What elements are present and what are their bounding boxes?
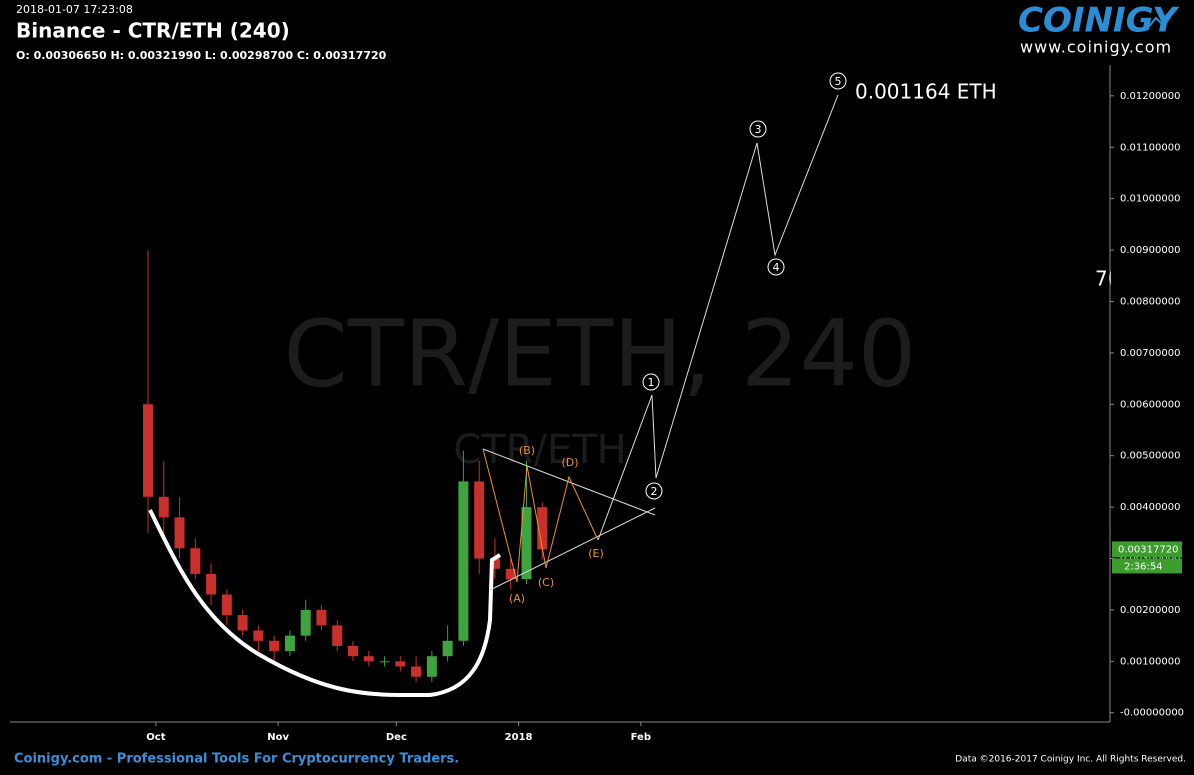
logo-graph (1145, 7, 1177, 31)
target-label: 0.001164 ETH (855, 80, 997, 104)
y-tick-label: 0.00200000 (1120, 605, 1180, 616)
abcde-wave (482, 448, 599, 583)
logo-brand: COINIGY (1018, 1, 1180, 41)
y-tick-label: -0.00000000 (1120, 708, 1184, 719)
y-tick-label: 0.01100000 (1120, 142, 1180, 153)
impulse-label: 3 (755, 123, 762, 136)
candle-body (426, 656, 437, 677)
candle-body (474, 481, 485, 559)
candle-body (442, 640, 453, 657)
wave-label: (E) (588, 547, 604, 560)
wave-label: (B) (519, 444, 535, 457)
y-tick-label: 0.00900000 (1120, 245, 1180, 256)
candle-body (284, 635, 295, 652)
candle-body (300, 609, 311, 636)
impulse-label: 4 (773, 261, 780, 274)
impulse-label: 2 (651, 485, 658, 498)
watermark-small: CTR/ETH (453, 427, 626, 473)
candle-body (537, 507, 548, 550)
candle-body (316, 609, 327, 626)
logo-url: www.coinigy.com (1020, 38, 1172, 57)
footer-left: Coinigy.com - Professional Tools For Cry… (14, 752, 459, 767)
y-tick-label: 0.00600000 (1120, 399, 1180, 410)
x-tick-label: Nov (267, 732, 289, 743)
candle-body (505, 568, 516, 580)
wave-label: (C) (538, 576, 554, 589)
y-tick-label: 0.00500000 (1120, 451, 1180, 462)
candle-body (190, 548, 201, 574)
price-tag-label: 0.00317720 (1118, 544, 1178, 555)
countdown: 2:36:54 (1124, 561, 1163, 572)
candle-body (253, 630, 264, 641)
marks (142, 250, 548, 682)
candle-body (142, 404, 153, 497)
candle-body (379, 661, 390, 663)
ohlc: O: 0.00306650 H: 0.00321990 L: 0.0029870… (16, 49, 387, 62)
countdown-bg (1112, 558, 1182, 574)
candle-body (237, 615, 248, 631)
candle-body (489, 558, 500, 569)
candle-body (395, 661, 406, 667)
watermark: CTR/ETH, 240 (284, 300, 917, 407)
y-tick-label: 0.00100000 (1120, 656, 1180, 667)
candle-body (332, 625, 343, 646)
wave-label: (A) (509, 592, 525, 605)
candle-body (221, 594, 232, 616)
x-tick-label: 2018 (505, 732, 533, 743)
y-tick-label: 0.01200000 (1120, 91, 1180, 102)
x-tick-label: Oct (146, 732, 165, 743)
y-tick-label: 0.00400000 (1120, 502, 1180, 513)
candle-body (158, 496, 169, 518)
impulse-circles (642, 72, 847, 500)
triangle-upper (482, 448, 656, 516)
footer-right: Data ©2016-2017 Coinigy Inc. All Rights … (955, 755, 1186, 765)
candle-body (348, 645, 359, 657)
x-tick-label: Feb (631, 732, 651, 743)
wave-label: (D) (561, 456, 578, 469)
y-tick-label: 0.00800000 (1120, 296, 1180, 307)
candle-body (458, 481, 469, 641)
y-tick-label: 0.00700000 (1120, 348, 1180, 359)
y-tick-label: 0.01000000 (1120, 194, 1180, 205)
cup-drawing (148, 509, 502, 697)
impulse-label: 1 (648, 376, 655, 389)
timestamp: 2018-01-07 17:23:08 (16, 3, 133, 16)
x-tick-label: Dec (386, 732, 407, 743)
candle-body (411, 666, 422, 677)
axis-labels: -0.000000000.001000000.002000000.0030000… (146, 91, 1184, 743)
candle-body (363, 656, 374, 662)
candle-body (521, 507, 532, 580)
price-tag (1112, 541, 1182, 558)
impulse-wave (597, 94, 839, 541)
candle-body (206, 573, 217, 595)
candle-body (174, 517, 185, 549)
impulse-label: 5 (835, 75, 842, 88)
axis-mask (1111, 262, 1194, 302)
title: Binance - CTR/ETH (240) (16, 19, 290, 43)
candle-body (269, 640, 280, 652)
